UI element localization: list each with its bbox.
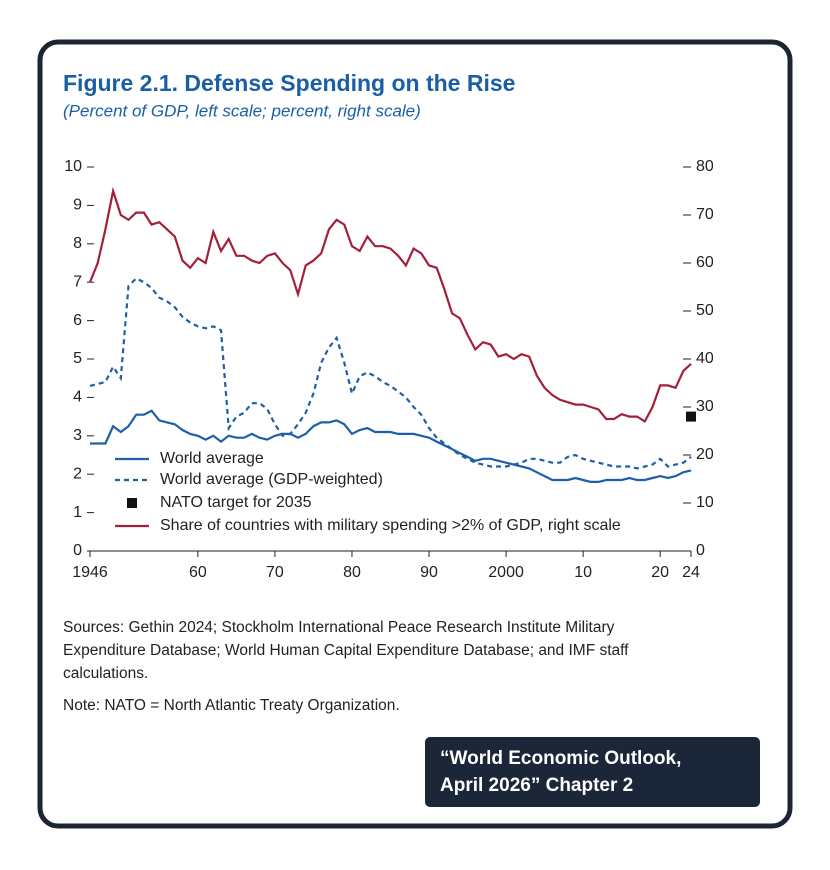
- y-tick-label: 7: [73, 273, 82, 290]
- x-tick-label: 70: [266, 564, 284, 581]
- legend-label: World average (GDP-weighted): [160, 471, 383, 488]
- badge-line: “World Economic Outlook,: [440, 748, 681, 769]
- y-tick-label: 9: [73, 197, 82, 214]
- sources-line: calculations.: [63, 665, 148, 682]
- y2-tick-label: 70: [696, 206, 714, 223]
- y-tick-label: 2: [73, 465, 82, 482]
- chart-subtitle: (Percent of GDP, left scale; percent, ri…: [63, 101, 421, 120]
- sources-line: Expenditure Database; World Human Capita…: [63, 642, 629, 659]
- series-line: [90, 409, 692, 483]
- sources-line: Sources: Gethin 2024; Stockholm Internat…: [63, 619, 615, 636]
- y-tick-label: 0: [73, 542, 82, 559]
- y2-tick-label: 40: [696, 350, 714, 367]
- nato-marker: [686, 411, 696, 422]
- x-tick-label: 10: [574, 564, 592, 581]
- chart-title: Figure 2.1. Defense Spending on the Rise: [63, 70, 515, 96]
- y2-tick-label: 0: [696, 542, 705, 559]
- y-tick-label: 1: [73, 504, 82, 521]
- x-tick-label: 90: [420, 564, 438, 581]
- note: Note: NATO = North Atlantic Treaty Organ…: [63, 697, 400, 714]
- x-tick-label: 2000: [488, 564, 524, 581]
- x-tick-label: 80: [343, 564, 361, 581]
- badge-line: April 2026” Chapter 2: [440, 775, 633, 796]
- y-tick-label: 10: [64, 158, 82, 175]
- legend-label: NATO target for 2035: [160, 494, 312, 511]
- y-tick-label: 5: [73, 350, 82, 367]
- legend-label: Share of countries with military spendin…: [160, 517, 621, 534]
- legend-label: World average: [160, 450, 264, 467]
- series-line: [89, 277, 692, 470]
- y-tick-label: 8: [73, 235, 82, 252]
- series-line: [88, 186, 692, 423]
- y2-tick-label: 50: [696, 302, 714, 319]
- x-tick-label: 60: [189, 564, 207, 581]
- y2-tick-label: 80: [696, 158, 714, 175]
- y-tick-label: 4: [73, 389, 82, 406]
- x-tick-label: 24: [682, 564, 700, 581]
- y2-tick-label: 60: [696, 254, 714, 271]
- badge: [425, 737, 760, 807]
- x-tick-label: 20: [651, 564, 669, 581]
- y-tick-label: 6: [73, 312, 82, 329]
- y2-tick-label: 10: [696, 494, 714, 511]
- x-tick-label: 1946: [72, 564, 108, 581]
- y2-tick-label: 30: [696, 398, 714, 415]
- y-tick-label: 3: [73, 427, 82, 444]
- legend-marker: [127, 498, 137, 508]
- y2-tick-label: 20: [696, 446, 714, 463]
